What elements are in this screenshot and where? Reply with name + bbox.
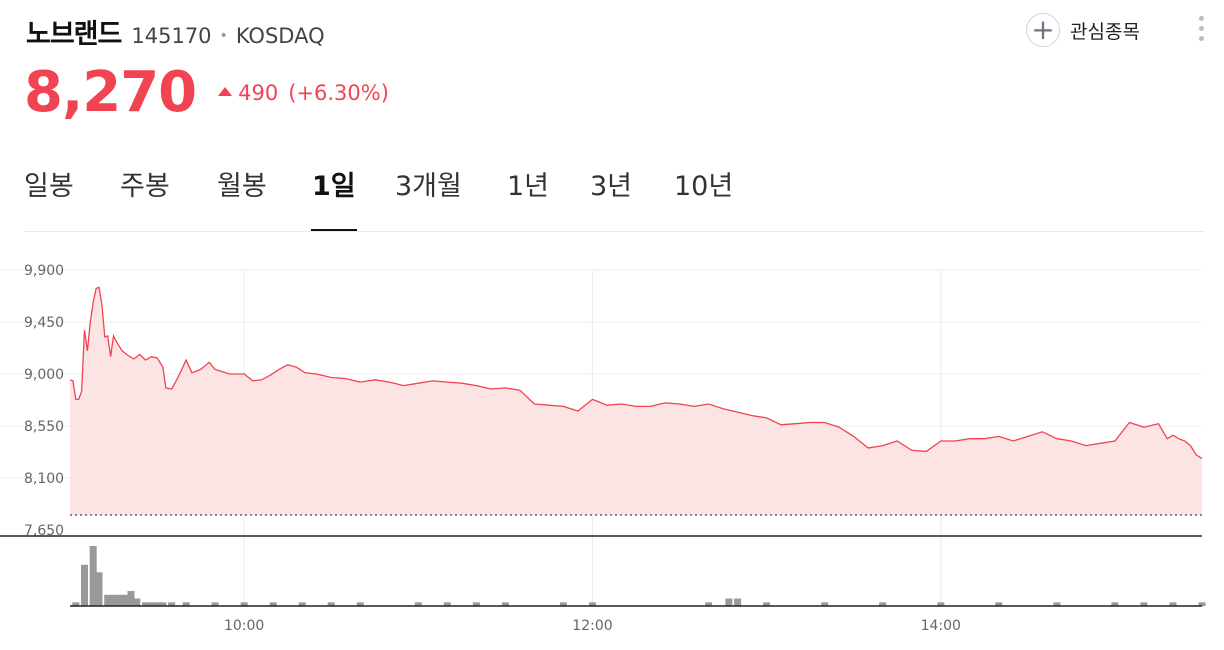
tabs-divider: [24, 231, 1204, 232]
separator-dot: •: [219, 28, 228, 44]
quote-row: 8,270 490 (+6.30%): [24, 58, 389, 128]
volume-bar: [182, 602, 190, 607]
watchlist-label: 관심종목: [1070, 20, 1140, 43]
period-tabs: 일봉 주봉 월봉 1일 3개월 1년 3년 10년: [0, 160, 1224, 232]
volume-bar: [1198, 602, 1206, 607]
volume-bar: [240, 602, 248, 607]
volume-bar: [1111, 602, 1119, 607]
y-tick-label: 9,900: [24, 263, 64, 279]
market-name: KOSDAQ: [235, 24, 325, 48]
volume-bar: [995, 602, 1003, 607]
more-menu-button[interactable]: [1194, 16, 1208, 44]
y-tick-label: 8,100: [24, 471, 64, 487]
volume-bar: [89, 546, 97, 606]
volume-bar: [115, 594, 123, 607]
volume-bar: [589, 602, 596, 607]
volume-bar: [127, 591, 135, 606]
volume-bar: [705, 602, 713, 607]
volume-bar: [937, 602, 945, 607]
tab-1-day[interactable]: 1일: [312, 171, 356, 202]
volume-bar: [725, 598, 733, 606]
x-tick-label: 14:00: [921, 618, 961, 634]
y-tick-label: 7,650: [24, 523, 64, 539]
stock-name: 노브랜드: [26, 19, 122, 50]
volume-bar: [81, 564, 88, 607]
tab-3-months[interactable]: 3개월: [395, 171, 462, 202]
current-price: 8,270: [24, 60, 197, 125]
volume-bar: [142, 602, 149, 607]
volume-bar: [763, 602, 771, 607]
volume-bar: [72, 602, 80, 607]
y-tick-label: 9,450: [24, 315, 64, 331]
volume-bar: [472, 602, 480, 607]
more-dot-icon: [1198, 36, 1204, 41]
more-dot-icon: [1198, 26, 1204, 31]
volume-bar: [269, 602, 277, 607]
volume-bar: [734, 598, 742, 606]
y-tick-label: 9,000: [24, 367, 64, 383]
tab-weekly[interactable]: 주봉: [120, 171, 170, 202]
tab-monthly[interactable]: 월봉: [217, 171, 267, 202]
volume-bar: [159, 602, 167, 607]
price-change: 490: [238, 81, 279, 105]
stock-header: 노브랜드 145170 • KOSDAQ: [26, 12, 325, 52]
x-tick-label: 10:00: [224, 618, 264, 634]
more-dot-icon: [1198, 16, 1204, 21]
volume-bar: [1169, 602, 1177, 607]
price-change-percent: (+6.30%): [288, 81, 389, 105]
tab-10-years[interactable]: 10년: [674, 171, 734, 202]
volume-bar: [356, 602, 364, 607]
y-tick-label: 8,550: [24, 419, 64, 435]
intraday-chart: 7,650 8,100 8,550 9,000 9,450 9,900 10:00 12:00…: [0, 263, 1206, 634]
volume-bar: [1140, 602, 1148, 607]
volume-bar: [298, 602, 306, 607]
tab-3-years[interactable]: 3년: [590, 171, 633, 202]
volume-bar: [559, 602, 567, 607]
volume-bar: [211, 602, 219, 607]
volume-bar: [147, 602, 155, 607]
volume-bar: [153, 602, 161, 607]
plus-icon: +: [1026, 13, 1060, 47]
volume-bar: [168, 602, 176, 607]
x-tick-label: 12:00: [572, 618, 612, 634]
volume-bar: [821, 602, 829, 607]
volume-bar: [879, 602, 887, 607]
active-tab-underline: [311, 229, 357, 231]
price-area-fill: [70, 287, 1202, 515]
volume-bar: [121, 594, 129, 607]
stock-code: 145170: [131, 24, 212, 48]
volume-bar: [501, 602, 509, 607]
volume-bar: [104, 594, 112, 607]
tab-daily[interactable]: 일봉: [24, 171, 74, 202]
volume-bar: [443, 602, 451, 607]
volume-bar: [95, 572, 103, 607]
volume-bar: [110, 594, 117, 607]
volume-bar: [414, 602, 422, 607]
tab-1-year[interactable]: 1년: [507, 171, 550, 202]
up-triangle-icon: [218, 86, 233, 96]
volume-bar: [133, 598, 141, 606]
price-line: [69, 286, 1203, 459]
volume-bar: [1053, 602, 1061, 607]
volume-bar: [327, 602, 335, 607]
add-watchlist-button[interactable]: + 관심종목: [1026, 13, 1140, 47]
